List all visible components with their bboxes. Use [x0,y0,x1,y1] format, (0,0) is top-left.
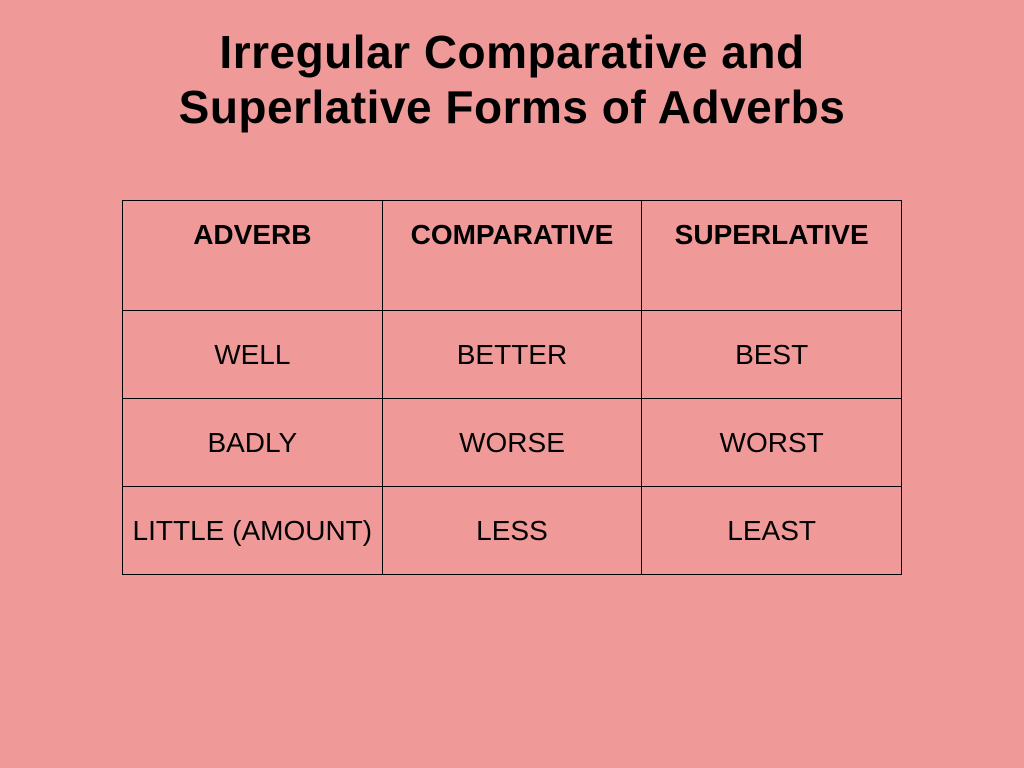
cell-adverb: WELL [123,311,383,399]
cell-superlative: BEST [642,311,902,399]
table-header-row: ADVERB COMPARATIVE SUPERLATIVE [123,201,902,311]
adverb-table-container: ADVERB COMPARATIVE SUPERLATIVE WELL BETT… [122,200,902,575]
title-line-2: Superlative Forms of Adverbs [179,81,846,133]
slide-title: Irregular Comparative and Superlative Fo… [179,25,846,135]
table-row: BADLY WORSE WORST [123,399,902,487]
col-header-superlative: SUPERLATIVE [642,201,902,311]
title-line-1: Irregular Comparative and [219,26,804,78]
table-row: LITTLE (AMOUNT) LESS LEAST [123,487,902,575]
cell-superlative: WORST [642,399,902,487]
cell-superlative: LEAST [642,487,902,575]
cell-comparative: WORSE [382,399,642,487]
cell-adverb: LITTLE (AMOUNT) [123,487,383,575]
cell-adverb: BADLY [123,399,383,487]
cell-comparative: LESS [382,487,642,575]
adverb-table: ADVERB COMPARATIVE SUPERLATIVE WELL BETT… [122,200,902,575]
col-header-adverb: ADVERB [123,201,383,311]
col-header-comparative: COMPARATIVE [382,201,642,311]
table-row: WELL BETTER BEST [123,311,902,399]
cell-comparative: BETTER [382,311,642,399]
